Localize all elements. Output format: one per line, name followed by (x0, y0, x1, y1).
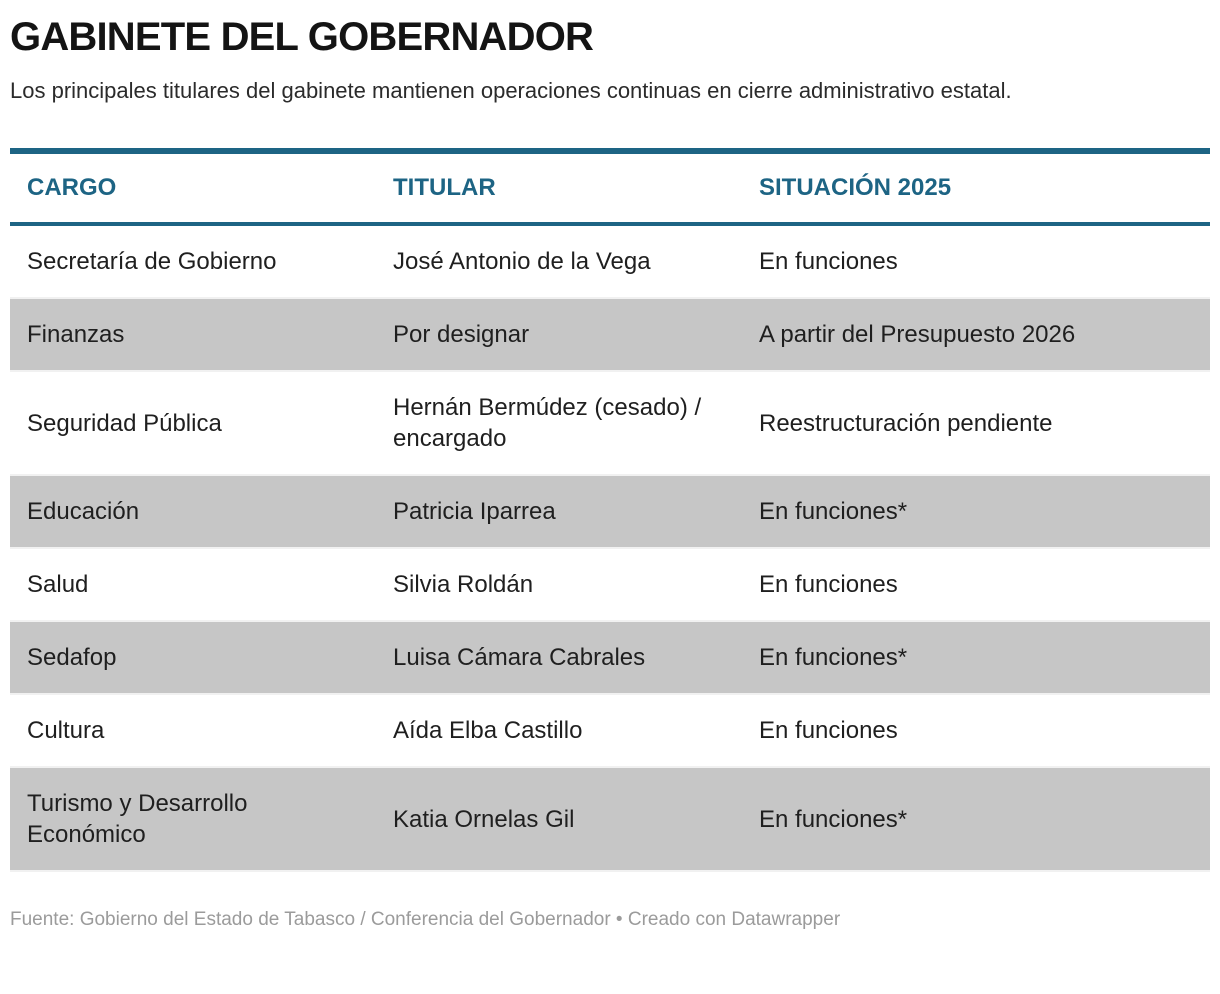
cell-situacion: A partir del Presupuesto 2026 (759, 321, 1076, 348)
table-row: Secretaría de Gobierno José Antonio de l… (10, 226, 1210, 299)
table-row: Sedafop Luisa Cámara Cabrales En funcion… (10, 622, 1210, 695)
cell-situacion: Reestructuración pendiente (759, 409, 1053, 437)
cell-cargo: Salud (27, 571, 89, 598)
cell-titular: Katia Ornelas Gil (393, 805, 575, 833)
cell-cargo: Cultura (27, 717, 105, 744)
table-row: Finanzas Por designar A partir del Presu… (10, 299, 1210, 372)
cell-cargo: Finanzas (27, 321, 125, 348)
source-attribution: Fuente: Gobierno del Estado de Tabasco /… (10, 909, 841, 930)
cell-situacion: En funciones (759, 571, 898, 598)
page-title: GABINETE DEL GOBERNADOR (10, 15, 594, 59)
cell-situacion: En funciones* (759, 805, 908, 833)
cell-cargo: Seguridad Pública (27, 409, 222, 437)
chart-subtitle: Los principales titulares del gabinete m… (10, 78, 1012, 103)
column-header-cargo: CARGO (27, 174, 117, 201)
chart-header: GABINETE DEL GOBERNADOR Los principales … (0, 14, 1220, 106)
cell-titular: Silvia Roldán (393, 571, 534, 598)
cell-situacion: En funciones* (759, 498, 908, 525)
cell-situacion: En funciones (759, 717, 898, 744)
cell-titular: Hernán Bermúdez (cesado) / encargado (393, 394, 702, 452)
cell-situacion: En funciones (759, 248, 898, 275)
cell-titular: Luisa Cámara Cabrales (393, 644, 646, 671)
table-row: Turismo y Desarrollo Económico Katia Orn… (10, 768, 1210, 872)
table-row: Seguridad Pública Hernán Bermúdez (cesad… (10, 372, 1210, 476)
table-header-row: CARGO TITULAR SITUACIÓN 2025 (10, 154, 1210, 226)
column-header-titular: TITULAR (393, 174, 496, 201)
cell-titular: José Antonio de la Vega (393, 248, 651, 275)
cabinet-table: CARGO TITULAR SITUACIÓN 2025 Secretaría … (10, 148, 1210, 872)
table-row: Cultura Aída Elba Castillo En funciones (10, 695, 1210, 768)
table-row: Educación Patricia Iparrea En funciones* (10, 476, 1210, 549)
cell-titular: Por designar (393, 321, 530, 348)
cell-cargo: Secretaría de Gobierno (27, 248, 277, 275)
cell-cargo: Educación (27, 498, 140, 525)
cell-cargo: Turismo y Desarrollo Económico (27, 790, 248, 848)
table-row: Salud Silvia Roldán En funciones (10, 549, 1210, 622)
cell-titular: Patricia Iparrea (393, 498, 556, 525)
cell-titular: Aída Elba Castillo (393, 717, 583, 744)
column-header-situacion: SITUACIÓN 2025 (759, 174, 952, 201)
cell-situacion: En funciones* (759, 644, 908, 671)
cell-cargo: Sedafop (27, 644, 117, 671)
